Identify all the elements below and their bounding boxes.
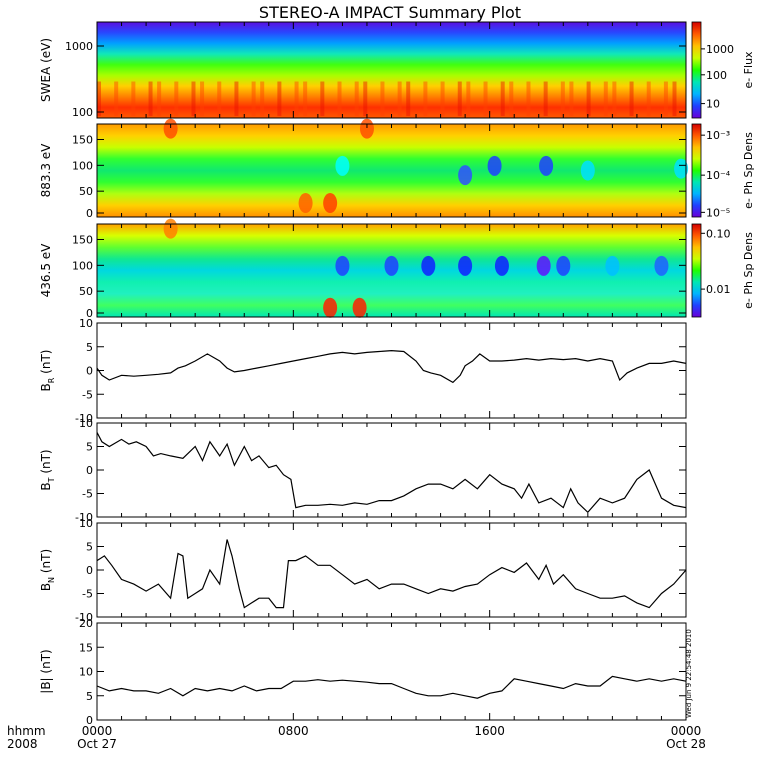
y-axis-label-1: SWEA (eV) bbox=[39, 38, 53, 102]
y-tick-label: 0 bbox=[86, 207, 93, 220]
y-tick-label: 0 bbox=[86, 564, 93, 577]
spectrogram-feature-2-7 bbox=[298, 193, 313, 214]
y-tick-label: 50 bbox=[79, 285, 93, 298]
y-tick-label: 15 bbox=[79, 641, 93, 654]
spectrogram-feature-2-6 bbox=[323, 193, 338, 214]
y-tick-label: 100 bbox=[72, 159, 93, 172]
spectrogram-feature-2-2 bbox=[487, 155, 502, 176]
panel-frame-5 bbox=[96, 422, 687, 518]
colorbar-tick-label: 1000 bbox=[706, 43, 734, 56]
spectrogram-feature-3-10 bbox=[352, 297, 367, 318]
spectrogram-feature-2-8 bbox=[163, 118, 178, 139]
colorbar-2 bbox=[691, 123, 702, 218]
colorbar-3 bbox=[691, 223, 702, 318]
y-axis-label-2: 883.3 eV bbox=[39, 143, 53, 198]
spectrogram-feature-2-3 bbox=[539, 155, 554, 176]
y-tick-label: 10 bbox=[79, 666, 93, 679]
y-tick-label: 1000 bbox=[65, 40, 93, 53]
y-axis-label-3: 436.5 eV bbox=[39, 243, 53, 298]
colorbar-label-3: e- Ph Sp Dens bbox=[742, 232, 755, 309]
panel-frame-4 bbox=[96, 322, 687, 419]
spectrogram-feature-3-9 bbox=[323, 297, 338, 318]
y-axis-label-6: BN (nT) bbox=[39, 549, 56, 591]
colorbar-tick-label: 10⁻⁵ bbox=[706, 206, 730, 219]
x-tick-date-label: Oct 27 bbox=[77, 737, 117, 751]
heatmap-2-image bbox=[97, 124, 686, 217]
y-tick-label: -5 bbox=[82, 388, 93, 401]
spectrogram-feature-3-4 bbox=[494, 255, 509, 276]
colorbar-tick-label: 0.10 bbox=[706, 227, 731, 240]
creation-timestamp: Wed Jun 9 22:54:48 2010 bbox=[685, 629, 693, 718]
y-tick-label: -10 bbox=[75, 611, 93, 624]
series-line-3 bbox=[96, 539, 687, 609]
y-tick-label: -5 bbox=[82, 488, 93, 501]
y-tick-label: 0 bbox=[86, 307, 93, 320]
x-tick-date-label: Oct 28 bbox=[666, 737, 706, 751]
y-tick-label: 0 bbox=[86, 464, 93, 477]
plot-title: STEREO-A IMPACT Summary Plot bbox=[259, 3, 521, 22]
spectrogram-feature-3-5 bbox=[536, 255, 551, 276]
colorbar-tick-label: 10⁻⁴ bbox=[706, 169, 731, 182]
spectrogram-feature-3-0 bbox=[335, 255, 350, 276]
y-tick-label: 5 bbox=[86, 341, 93, 354]
y-tick-label: 100 bbox=[72, 259, 93, 272]
spectrogram-feature-2-1 bbox=[458, 165, 473, 186]
spectrogram-feature-3-2 bbox=[421, 255, 436, 276]
y-tick-label: 10 bbox=[79, 517, 93, 530]
spectrogram-feature-3-1 bbox=[384, 255, 399, 276]
series-line-4 bbox=[96, 675, 687, 699]
panel-frame-6 bbox=[96, 522, 687, 618]
spectrogram-feature-2-9 bbox=[359, 118, 374, 139]
time-axis-row1-label: hhmm bbox=[7, 724, 46, 738]
spectrogram-feature-2-5 bbox=[674, 158, 689, 179]
y-tick-label: -10 bbox=[75, 412, 93, 425]
x-tick-label: 0000 bbox=[671, 724, 702, 738]
y-tick-label: 20 bbox=[79, 617, 93, 630]
y-tick-label: 100 bbox=[72, 106, 93, 119]
y-tick-label: 5 bbox=[86, 441, 93, 454]
colorbar-tick-label: 10 bbox=[706, 98, 720, 111]
y-tick-label: 150 bbox=[72, 234, 93, 247]
x-tick-label: 0800 bbox=[278, 724, 309, 738]
series-line-2 bbox=[96, 432, 687, 514]
y-tick-label: 10 bbox=[79, 417, 93, 430]
colorbar-tick-label: 100 bbox=[706, 69, 727, 82]
colorbar-tick-label: 0.01 bbox=[706, 283, 731, 296]
y-tick-label: -10 bbox=[75, 511, 93, 524]
time-axis-row2-label: 2008 bbox=[7, 737, 38, 751]
colorbar-1 bbox=[691, 21, 702, 119]
y-tick-label: 5 bbox=[86, 690, 93, 703]
spectrogram-feature-3-3 bbox=[458, 255, 473, 276]
spectrogram-feature-2-4 bbox=[580, 160, 595, 181]
x-tick-label: 0000 bbox=[82, 724, 113, 738]
y-tick-label: 0 bbox=[86, 365, 93, 378]
y-tick-label: -5 bbox=[82, 588, 93, 601]
y-tick-label: 10 bbox=[79, 317, 93, 330]
heatmap-1-image bbox=[97, 22, 686, 118]
spectrogram-feature-3-8 bbox=[654, 255, 669, 276]
x-tick-label: 1600 bbox=[474, 724, 505, 738]
colorbar-label-2: e- Ph Sp Dens bbox=[742, 132, 755, 209]
spectrogram-feature-3-6 bbox=[556, 255, 571, 276]
spectrogram-feature-2-0 bbox=[335, 155, 350, 176]
colorbar-label-1: e- Flux bbox=[742, 51, 755, 89]
y-tick-label: 0 bbox=[86, 714, 93, 727]
y-tick-label: 50 bbox=[79, 185, 93, 198]
series-line-1 bbox=[96, 349, 687, 384]
y-tick-label: 5 bbox=[86, 541, 93, 554]
y-tick-label: 150 bbox=[72, 134, 93, 147]
colorbar-tick-label: 10⁻³ bbox=[706, 129, 730, 142]
y-axis-label-7: |B| (nT) bbox=[39, 649, 53, 693]
y-axis-label-4: BR (nT) bbox=[39, 350, 56, 392]
spectrogram-feature-3-7 bbox=[605, 255, 620, 276]
spectrogram-feature-3-11 bbox=[163, 218, 178, 239]
y-axis-label-5: BT (nT) bbox=[39, 449, 56, 490]
panel-frame-7 bbox=[96, 622, 687, 721]
